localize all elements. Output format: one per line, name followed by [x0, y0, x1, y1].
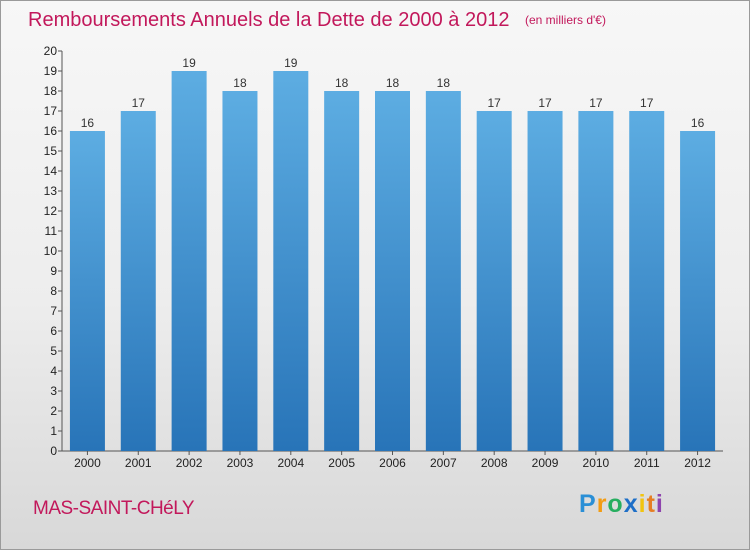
x-tick-label: 2002 — [176, 456, 203, 470]
x-tick-label: 2008 — [481, 456, 508, 470]
x-tick-label: 2000 — [74, 456, 101, 470]
y-tick-label: 5 — [50, 344, 57, 358]
y-tick-label: 7 — [50, 304, 57, 318]
x-tick-label: 2009 — [532, 456, 559, 470]
bar-value-label: 18 — [335, 76, 349, 90]
x-tick-label: 2011 — [634, 456, 660, 470]
bar-value-label: 17 — [538, 96, 552, 110]
bar-value-label: 18 — [233, 76, 247, 90]
bar-value-label: 16 — [691, 116, 705, 130]
y-tick-label: 10 — [44, 244, 58, 258]
y-tick-label: 2 — [50, 404, 57, 418]
chart-unit-note: (en milliers d'€) — [525, 13, 606, 27]
x-tick-label: 2012 — [684, 456, 711, 470]
y-tick-label: 4 — [50, 364, 57, 378]
bar-value-label: 17 — [640, 96, 654, 110]
bar — [527, 111, 563, 451]
bar — [171, 71, 207, 451]
logo-letter: i — [655, 490, 664, 518]
bar — [375, 91, 410, 451]
y-tick-label: 8 — [50, 284, 57, 298]
x-tick-label: 2010 — [583, 456, 610, 470]
x-tick-label: 2006 — [379, 456, 406, 470]
x-tick-label: 2001 — [125, 456, 152, 470]
logo-letter: o — [607, 490, 624, 518]
chart-title: Remboursements Annuels de la Dette de 20… — [28, 9, 606, 32]
bar-value-label: 19 — [182, 56, 196, 70]
x-tick-label: 2007 — [430, 456, 457, 470]
y-tick-label: 15 — [44, 144, 58, 158]
bar-value-label: 17 — [132, 96, 146, 110]
bar — [273, 71, 309, 451]
y-tick-label: 13 — [44, 184, 58, 198]
y-tick-label: 18 — [44, 84, 58, 98]
commune-name: MAS-SAINT-CHéLY — [33, 498, 195, 519]
logo-letter: i — [638, 490, 647, 518]
y-tick-label: 16 — [44, 124, 58, 138]
logo-letter: P — [579, 490, 597, 518]
chart-title-text: Remboursements Annuels de la Dette de 20… — [28, 9, 510, 31]
y-tick-label: 17 — [44, 104, 58, 118]
bar — [69, 131, 105, 451]
y-tick-label: 12 — [44, 204, 58, 218]
y-tick-label: 1 — [50, 424, 57, 438]
y-tick-label: 3 — [50, 384, 57, 398]
bar — [425, 91, 461, 451]
bar — [680, 131, 716, 451]
bar-value-label: 16 — [81, 116, 95, 130]
bar — [476, 111, 512, 451]
x-tick-label: 2003 — [227, 456, 254, 470]
bar — [120, 111, 156, 451]
x-tick-label: 2004 — [277, 456, 304, 470]
proxiti-logo: Proxiti — [579, 490, 664, 519]
logo-letter: t — [646, 490, 656, 518]
y-tick-label: 20 — [44, 44, 58, 58]
y-tick-label: 11 — [45, 224, 58, 238]
bar-value-label: 17 — [488, 96, 502, 110]
bar — [222, 91, 258, 451]
x-tick-label: 2005 — [328, 456, 355, 470]
y-tick-label: 9 — [50, 264, 57, 278]
bar — [578, 111, 614, 451]
bar-value-label: 17 — [589, 96, 603, 110]
bar — [324, 91, 360, 451]
logo-letter: r — [596, 490, 608, 518]
y-tick-label: 6 — [50, 324, 57, 338]
y-tick-label: 19 — [44, 64, 58, 78]
bar — [629, 111, 665, 451]
bar-value-label: 18 — [437, 76, 451, 90]
y-tick-label: 0 — [50, 444, 57, 458]
y-tick-label: 14 — [44, 164, 58, 178]
logo-letter: x — [623, 490, 639, 518]
bar-value-label: 19 — [284, 56, 298, 70]
bar-value-label: 18 — [386, 76, 400, 90]
